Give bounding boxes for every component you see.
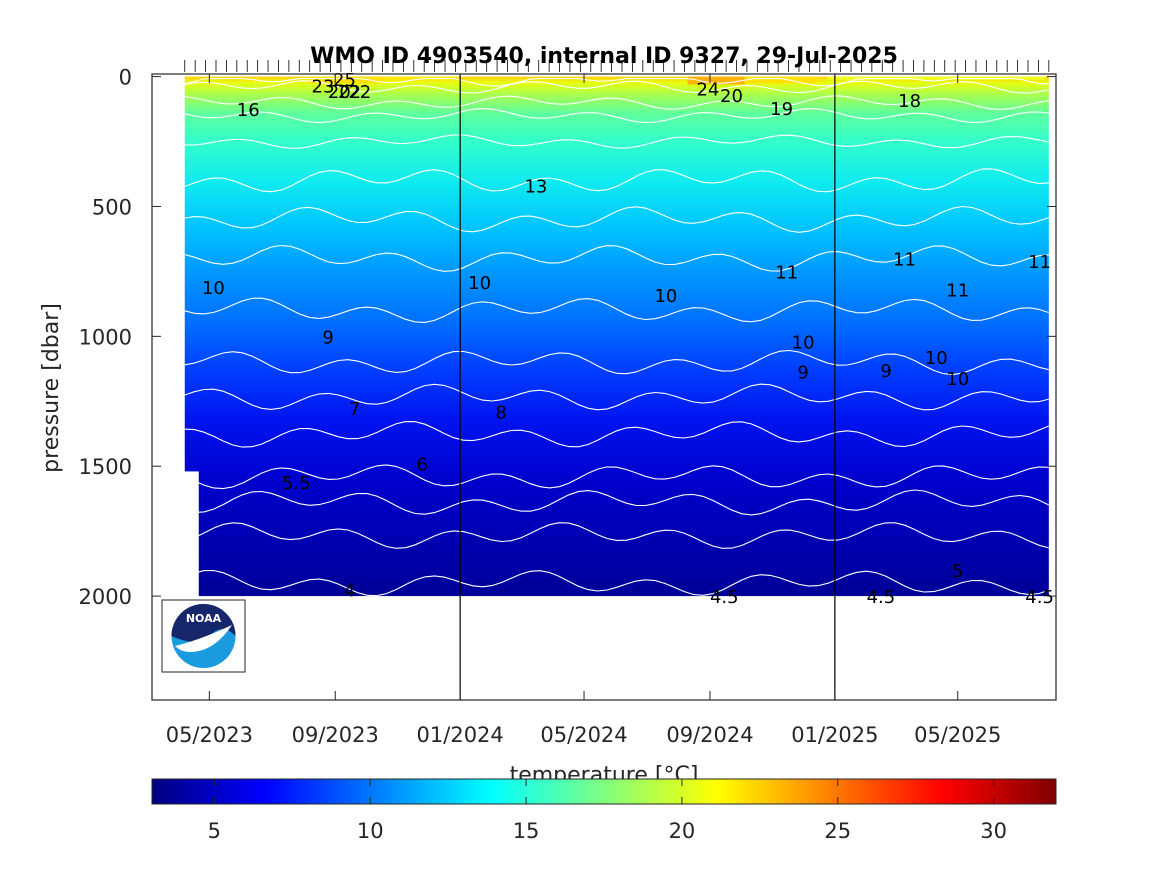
contour-label: 9 — [880, 361, 891, 382]
contour-label: 10 — [202, 278, 225, 299]
contour-line — [184, 108, 1049, 124]
contour-line — [184, 569, 1049, 597]
x-tick-label: 09/2023 — [292, 723, 379, 747]
colorbar-tick-label: 10 — [357, 819, 384, 843]
contour-label: 9 — [322, 327, 333, 348]
contour-label: 18 — [898, 91, 921, 112]
x-tick-label: 05/2023 — [166, 723, 253, 747]
contour-line — [184, 244, 1049, 272]
colorbar — [151, 778, 1057, 805]
y-tick-labels: 0 500 1000 1500 2000 — [79, 66, 132, 610]
contour-label: 22 — [338, 82, 361, 103]
noaa-logo: NOAA — [161, 599, 246, 673]
missing-data-notch — [182, 471, 199, 599]
colorbar-tick-label: 15 — [513, 819, 540, 843]
y-axis-label: pressure [dbar] — [39, 303, 64, 473]
warm-surface-patch — [307, 76, 386, 84]
contour-label: 19 — [770, 99, 793, 120]
contour-line — [184, 168, 1049, 193]
contour-label: 22 — [348, 82, 371, 103]
profile-time-ticks — [184, 60, 1050, 72]
y-tick-label: 500 — [92, 195, 132, 219]
x-tick-label: 01/2025 — [791, 723, 878, 747]
x-tick-label: 05/2025 — [914, 723, 1001, 747]
colorbar-ticks: 5 10 15 20 25 30 — [208, 779, 1007, 843]
noaa-logo-top — [171, 604, 236, 642]
contour-label: 20 — [720, 86, 743, 107]
contour-label: 10 — [792, 333, 815, 354]
chart-title: WMO ID 4903540, internal ID 9327, 29-Jul… — [310, 44, 898, 69]
contour-label: 5 — [952, 561, 963, 582]
plot-frame — [151, 73, 1057, 701]
contour-label: 20 — [328, 82, 351, 103]
contour-line — [184, 78, 1049, 87]
colorbar-tick-label: 5 — [208, 819, 221, 843]
warm-surface-patch — [744, 76, 818, 84]
contour-label: 11 — [775, 262, 798, 283]
contour-label: 11 — [1028, 252, 1051, 273]
contour-line — [184, 489, 1050, 516]
contour-line — [184, 349, 1049, 376]
y-tick-label: 0 — [119, 66, 132, 90]
x-tick-label: 09/2024 — [666, 723, 753, 747]
contour-label: 11 — [946, 281, 969, 302]
contour-line — [184, 205, 1049, 233]
contour-label: 9 — [797, 362, 808, 383]
y-tick-label: 1500 — [79, 455, 132, 479]
colorbar-tick-label: 30 — [980, 819, 1007, 843]
contour-label: 4.5 — [1025, 587, 1054, 608]
y-tick-label: 1000 — [79, 325, 132, 349]
noaa-logo-bird — [175, 625, 232, 652]
contour-label: 24 — [696, 79, 719, 100]
x-tick-labels: 05/2023 09/2023 01/2024 05/2024 09/2024 01/20… — [166, 723, 1002, 747]
contour-label: 10 — [925, 348, 948, 369]
warm-surface-patch — [827, 76, 1045, 80]
contour-label: 4.5 — [867, 587, 896, 608]
contour-label: 4.5 — [710, 587, 739, 608]
contour-label: 10 — [946, 369, 969, 390]
contour-label: 7 — [349, 399, 360, 420]
contour-line — [184, 421, 1050, 448]
contour-label: 5.5 — [282, 473, 311, 494]
temperature-field — [184, 76, 1049, 597]
warm-surface-patch — [687, 76, 745, 85]
contour-label: 25 — [333, 70, 356, 91]
x-tick-label: 05/2024 — [540, 723, 627, 747]
contour-label: 4 — [344, 581, 355, 602]
axis-ticks — [152, 74, 1056, 700]
contour-line — [184, 80, 1049, 94]
x-tick-label: 01/2024 — [417, 723, 504, 747]
contour-line — [184, 464, 1049, 490]
contour-line — [184, 95, 1049, 110]
noaa-logo-text: NOAA — [186, 612, 222, 625]
contour-label: 16 — [237, 100, 260, 121]
contour-line — [184, 522, 1049, 549]
year-boundaries — [459, 74, 836, 700]
contour-label: 10 — [654, 286, 677, 307]
colorbar-tick-label: 25 — [824, 819, 851, 843]
contour-label: 13 — [524, 177, 547, 198]
contour-label: 23 — [312, 77, 335, 98]
contour-label: 6 — [417, 455, 428, 476]
contour-line — [184, 134, 1049, 149]
contour-line — [184, 383, 1049, 411]
contour-lines — [184, 78, 1050, 597]
contour-label: 8 — [495, 403, 506, 424]
contour-label: 11 — [893, 249, 916, 270]
contour-line — [184, 297, 1049, 323]
contour-label: 10 — [468, 273, 491, 294]
y-tick-label: 2000 — [79, 585, 132, 609]
heatmap-field — [182, 76, 1049, 599]
colorbar-tick-label: 20 — [669, 819, 696, 843]
